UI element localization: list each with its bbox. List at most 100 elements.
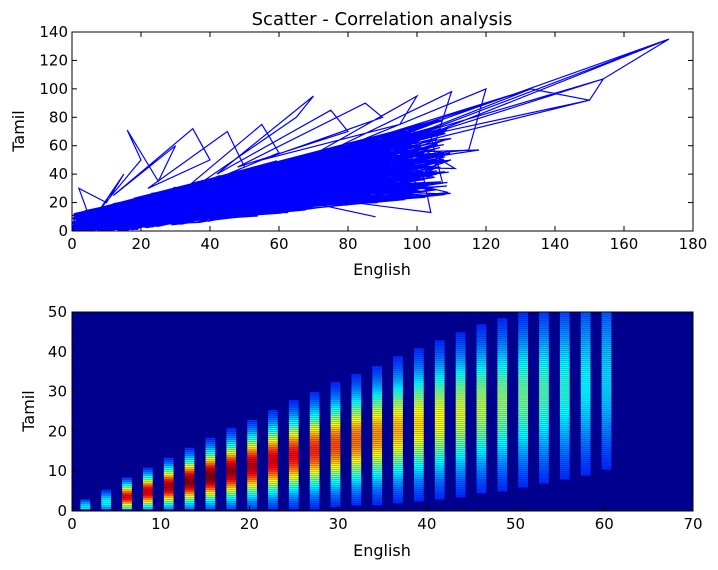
heatmap-cell bbox=[330, 439, 341, 442]
heatmap-cell bbox=[330, 463, 341, 466]
heatmap-cell bbox=[163, 479, 174, 482]
heatmap-cell bbox=[601, 366, 612, 369]
heatmap-cell bbox=[184, 499, 195, 502]
heatmap-cell bbox=[559, 354, 570, 357]
heatmap-cell bbox=[434, 374, 445, 376]
heatmap-cell bbox=[559, 346, 570, 349]
heatmap-cell bbox=[455, 417, 466, 420]
heatmap-cell bbox=[559, 336, 570, 339]
heatmap-cell bbox=[309, 396, 320, 398]
heatmap-cell bbox=[288, 503, 299, 506]
heatmap-cell bbox=[247, 429, 257, 432]
heatmap-cell bbox=[247, 479, 257, 482]
heatmap-cell bbox=[184, 451, 195, 454]
heatmap-cell bbox=[288, 415, 299, 418]
heatmap-cell bbox=[309, 427, 320, 430]
heatmap-cell bbox=[163, 469, 174, 472]
heatmap-cell bbox=[288, 461, 299, 464]
heatmap-cell bbox=[184, 469, 195, 472]
heatmap-cell bbox=[559, 439, 570, 442]
heatmap-cell bbox=[309, 447, 320, 450]
heatmap-cell bbox=[372, 497, 383, 500]
heatmap-cell bbox=[539, 312, 549, 315]
bottom-x-axis-label: English bbox=[353, 541, 411, 560]
heatmap-cell bbox=[580, 324, 591, 327]
heatmap-cell bbox=[122, 503, 132, 506]
top-y-axis-label: Tamil bbox=[9, 110, 28, 152]
heatmap-cell bbox=[476, 410, 487, 412]
heatmap-cell bbox=[184, 501, 195, 504]
heatmap-cell bbox=[601, 425, 612, 428]
bottom-y-tick-label: 40 bbox=[48, 343, 67, 361]
heatmap-cell bbox=[309, 461, 320, 464]
heatmap-cell bbox=[142, 469, 153, 472]
heatmap-cell bbox=[393, 463, 403, 466]
heatmap-cell bbox=[330, 481, 341, 484]
heatmap-cell bbox=[351, 441, 362, 444]
heatmap-cell bbox=[372, 499, 383, 502]
heatmap-cell bbox=[309, 439, 320, 442]
heatmap-cell bbox=[288, 421, 299, 424]
heatmap-cell bbox=[476, 340, 487, 343]
heatmap-cell bbox=[580, 346, 591, 349]
heatmap-cell bbox=[413, 370, 424, 372]
heatmap-cell bbox=[580, 404, 591, 406]
heatmap-cell bbox=[393, 489, 403, 492]
heatmap-cell bbox=[413, 360, 424, 363]
heatmap-cell bbox=[601, 354, 612, 357]
heatmap-cell bbox=[372, 433, 383, 436]
heatmap-cell bbox=[559, 338, 570, 341]
heatmap-cell bbox=[247, 481, 257, 484]
heatmap-cell bbox=[288, 479, 299, 482]
heatmap-cell bbox=[309, 404, 320, 406]
heatmap-cell bbox=[372, 479, 383, 482]
heatmap-cell bbox=[434, 372, 445, 374]
heatmap-cell bbox=[226, 473, 237, 476]
heatmap-cell bbox=[580, 471, 591, 474]
heatmap-cell bbox=[601, 342, 612, 345]
heatmap-cell bbox=[372, 386, 383, 388]
heatmap-cell bbox=[330, 453, 341, 456]
heatmap-cell bbox=[580, 356, 591, 359]
heatmap-cell bbox=[330, 497, 341, 500]
heatmap-cell bbox=[268, 423, 278, 426]
heatmap-cell bbox=[518, 366, 528, 369]
heatmap-cell bbox=[434, 447, 445, 450]
heatmap-cell bbox=[539, 394, 549, 396]
bottom-x-tick-label: 60 bbox=[595, 515, 614, 533]
heatmap-cell bbox=[247, 485, 257, 488]
heatmap-cell bbox=[142, 475, 153, 478]
heatmap-cell bbox=[518, 400, 528, 402]
heatmap-cell bbox=[351, 459, 362, 462]
heatmap-cell bbox=[226, 489, 237, 492]
heatmap-cell bbox=[518, 384, 528, 386]
heatmap-cell bbox=[476, 451, 487, 454]
heatmap-cell bbox=[268, 457, 278, 460]
heatmap-cell bbox=[184, 475, 195, 478]
heatmap-cell bbox=[434, 364, 445, 367]
heatmap-cell bbox=[539, 350, 549, 353]
heatmap-cell bbox=[184, 459, 195, 462]
heatmap-cell bbox=[580, 336, 591, 339]
heatmap-cell bbox=[539, 356, 549, 359]
heatmap-cell bbox=[434, 346, 445, 349]
heatmap-cell bbox=[539, 320, 549, 323]
heatmap-cell bbox=[393, 368, 403, 371]
heatmap-cell bbox=[393, 433, 403, 436]
heatmap-cell bbox=[330, 411, 341, 414]
heatmap-cell bbox=[497, 404, 508, 406]
heatmap-cell bbox=[476, 336, 487, 339]
heatmap-cell bbox=[559, 394, 570, 396]
heatmap-cell bbox=[559, 463, 570, 466]
heatmap-cell bbox=[434, 384, 445, 386]
heatmap-cell bbox=[372, 374, 383, 376]
heatmap-cell bbox=[268, 481, 278, 484]
heatmap-cell bbox=[518, 417, 528, 420]
heatmap-cell bbox=[268, 459, 278, 462]
heatmap-cell bbox=[434, 485, 445, 488]
heatmap-cell bbox=[539, 344, 549, 347]
heatmap-cell bbox=[413, 394, 424, 396]
heatmap-cell bbox=[580, 425, 591, 428]
heatmap-cell bbox=[226, 463, 237, 466]
